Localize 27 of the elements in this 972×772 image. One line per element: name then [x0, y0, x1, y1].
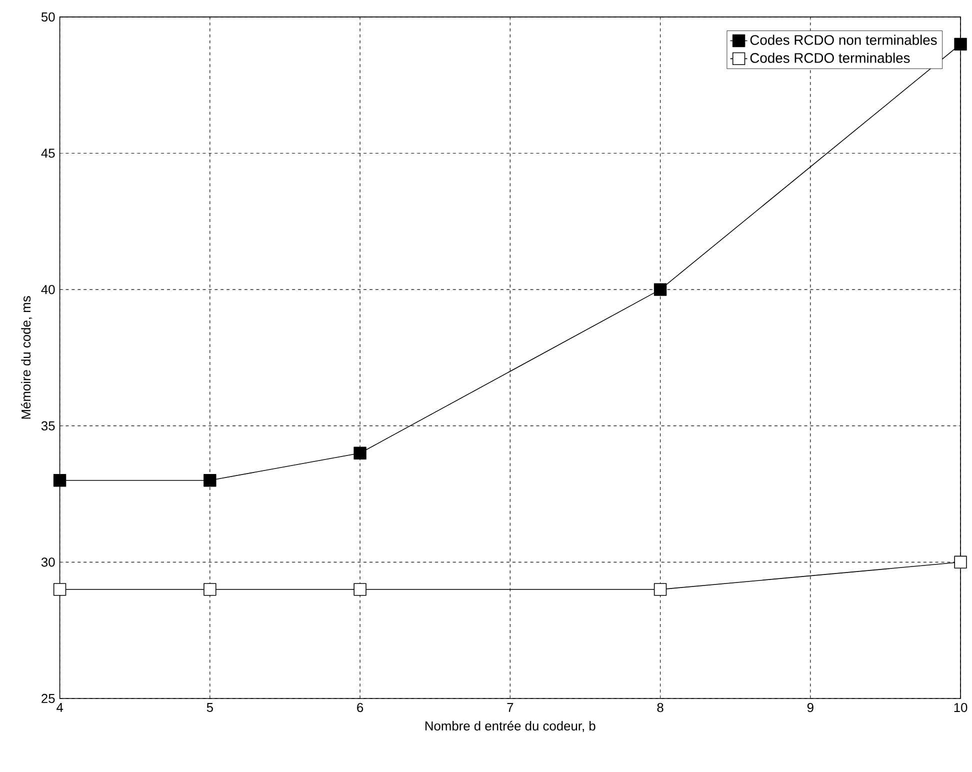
- x-tick-label: 10: [954, 702, 968, 712]
- y-tick-label: 50: [41, 12, 55, 22]
- y-tick-label: 45: [41, 148, 55, 158]
- y-tick-label: 25: [42, 694, 55, 703]
- point: [654, 582, 667, 596]
- point: [53, 582, 66, 596]
- y-axis-title: Mémoire du code, ms: [20, 296, 32, 419]
- x-tick-label: 4: [56, 702, 63, 712]
- point: [354, 582, 366, 596]
- point: [204, 474, 216, 487]
- point: [204, 582, 216, 596]
- x-tick-label: 7: [507, 702, 514, 712]
- legend-label: Codes RCDO terminables: [750, 52, 910, 63]
- point: [354, 446, 366, 460]
- point: [954, 38, 967, 50]
- x-tick-label: 6: [357, 702, 364, 712]
- y-tick-label: 30: [41, 557, 55, 567]
- point: [53, 474, 66, 487]
- y-tick-label: 35: [41, 421, 55, 430]
- x-tick-label: 5: [206, 702, 213, 712]
- point: [954, 556, 967, 568]
- x-tick-label: 8: [657, 702, 664, 712]
- x-tick-label: 9: [807, 702, 814, 712]
- x-axis-title: Nombre d entrée du codeur, b: [425, 720, 596, 732]
- point: [654, 283, 667, 296]
- legend-label: Codes RCDO non terminables: [750, 34, 937, 45]
- y-tick-label: 40: [41, 284, 55, 294]
